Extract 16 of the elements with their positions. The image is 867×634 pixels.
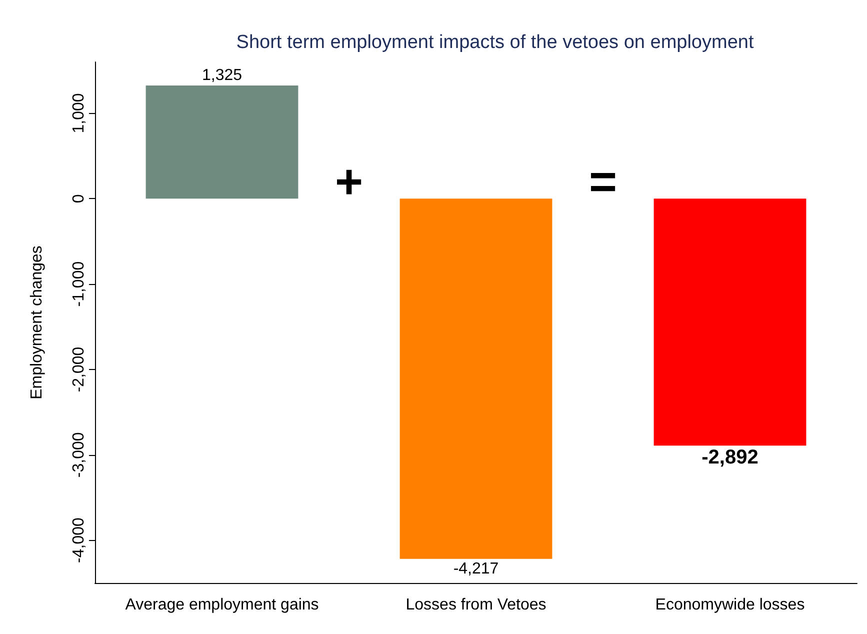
x-tick-label: Average employment gains (125, 596, 319, 614)
y-tick-label: -4,000 (70, 518, 88, 563)
data-label: -2,892 (702, 446, 758, 469)
annotation: = (588, 156, 618, 210)
y-tick-label: 1,000 (70, 93, 88, 134)
y-tick-label: -1,000 (70, 261, 88, 307)
data-label: -4,217 (453, 560, 499, 578)
annotation: + (334, 156, 364, 210)
data-label: 1,325 (202, 66, 242, 84)
y-axis-title: Employment changes (28, 246, 46, 400)
y-tick-label: -3,000 (70, 432, 88, 478)
x-tick-label: Losses from Vetoes (406, 596, 546, 614)
y-tick-label: -2,000 (70, 346, 88, 392)
x-tick-label: Economywide losses (655, 596, 805, 614)
y-tick-label: 0 (70, 194, 88, 204)
chart-title: Short term employment impacts of the vetoes on employment (236, 32, 754, 53)
